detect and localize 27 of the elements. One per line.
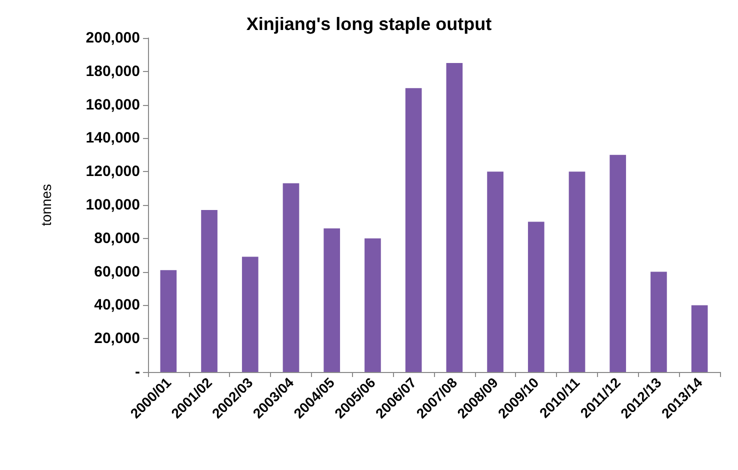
bar	[282, 183, 300, 372]
y-tick-label: 120,000	[86, 163, 140, 180]
y-tick-label: 100,000	[86, 196, 140, 214]
y-tick-label: 20,000	[94, 330, 140, 348]
y-tick-label: 200,000	[86, 30, 140, 46]
bar	[201, 210, 218, 372]
bar	[528, 222, 544, 372]
bar	[487, 172, 504, 372]
bar	[650, 272, 667, 372]
bar	[324, 228, 340, 372]
y-tick-label: 140,000	[86, 130, 140, 147]
bar	[446, 63, 463, 372]
bar	[610, 154, 626, 372]
y-tick-label: 180,000	[86, 62, 140, 80]
bar	[242, 256, 258, 372]
y-tick-label: -	[135, 364, 140, 380]
y-axis-title: tonnes	[38, 184, 54, 226]
bar	[364, 238, 381, 372]
y-tick-label: 40,000	[94, 296, 140, 314]
y-tick-label: 160,000	[86, 96, 140, 114]
bar	[568, 172, 586, 372]
chart-title: Xinjiang's long staple output	[246, 14, 492, 34]
y-tick-label: 60,000	[94, 263, 140, 280]
bar	[405, 88, 422, 372]
y-tick-label: 80,000	[94, 230, 140, 247]
bar	[160, 270, 177, 372]
bar	[691, 305, 708, 372]
